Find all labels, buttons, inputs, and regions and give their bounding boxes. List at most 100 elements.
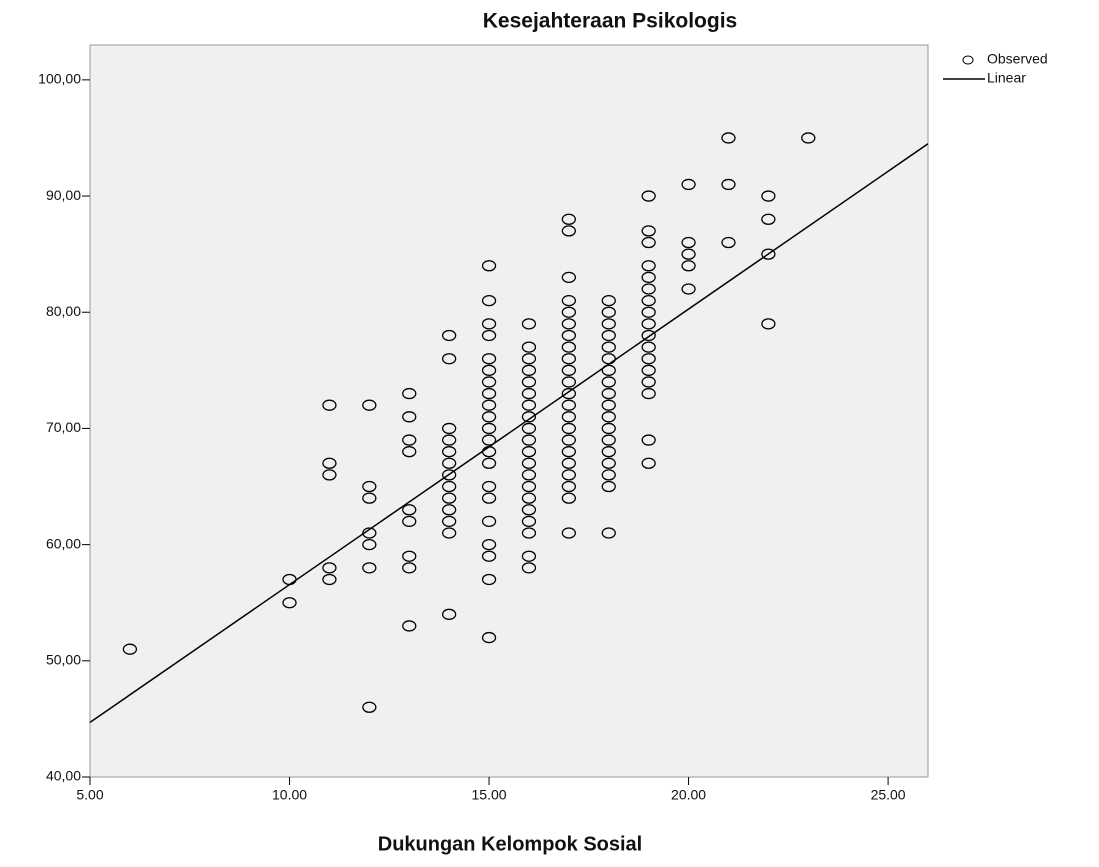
point — [402, 434, 417, 446]
point — [561, 527, 577, 539]
point — [441, 504, 457, 516]
point — [362, 538, 377, 551]
point — [441, 434, 457, 446]
point — [761, 318, 776, 330]
point — [521, 387, 537, 400]
point — [641, 457, 656, 469]
point — [641, 306, 656, 318]
point — [641, 271, 656, 284]
point — [322, 469, 337, 481]
point — [601, 457, 616, 469]
point — [441, 457, 457, 469]
point — [441, 527, 457, 539]
point — [601, 527, 616, 539]
point — [402, 387, 417, 400]
point — [362, 492, 377, 504]
point — [402, 515, 417, 528]
point — [601, 399, 616, 411]
point — [402, 504, 417, 516]
point — [441, 353, 457, 365]
point — [561, 294, 577, 307]
point — [641, 225, 656, 237]
point — [601, 422, 616, 435]
point — [601, 364, 616, 376]
point — [641, 376, 656, 388]
point — [761, 190, 776, 202]
point — [561, 318, 577, 330]
point — [521, 318, 537, 330]
point — [521, 376, 537, 388]
point — [561, 457, 577, 469]
point — [521, 492, 537, 504]
point — [521, 364, 537, 376]
y-tick-label: 70,00 — [46, 419, 81, 435]
y-tick-label: 90,00 — [46, 187, 81, 203]
legend-label: Linear — [987, 70, 1026, 86]
point — [521, 480, 537, 493]
point — [481, 411, 497, 423]
point — [561, 306, 577, 318]
point — [681, 260, 696, 272]
point — [441, 329, 457, 342]
point — [561, 364, 577, 376]
x-tick-label: 15.00 — [472, 787, 507, 803]
point — [481, 515, 497, 528]
point — [481, 492, 497, 504]
legend-marker — [962, 55, 974, 65]
point — [441, 480, 457, 493]
point — [681, 248, 696, 260]
point — [681, 283, 696, 295]
point — [561, 387, 577, 400]
point — [641, 294, 656, 307]
point — [362, 527, 377, 539]
point — [561, 353, 577, 365]
point — [561, 422, 577, 435]
point — [481, 422, 497, 435]
point — [641, 341, 656, 353]
point — [322, 573, 337, 586]
point — [561, 271, 577, 284]
point — [521, 550, 537, 562]
point — [641, 318, 656, 330]
point — [601, 306, 616, 318]
point — [641, 434, 656, 446]
y-tick-label: 80,00 — [46, 303, 81, 319]
point — [601, 318, 616, 330]
point — [641, 353, 656, 365]
x-tick-label: 20.00 — [671, 787, 706, 803]
point — [481, 434, 497, 446]
point — [481, 538, 497, 551]
point — [402, 411, 417, 423]
point — [481, 457, 497, 469]
point — [521, 446, 537, 458]
plot-area — [89, 44, 929, 778]
point — [481, 260, 497, 272]
point — [402, 550, 417, 562]
point — [521, 457, 537, 469]
point — [441, 446, 457, 458]
point — [681, 236, 696, 249]
point — [561, 399, 577, 411]
point — [801, 132, 816, 144]
point — [601, 376, 616, 388]
point — [561, 469, 577, 481]
point — [681, 178, 696, 191]
point — [641, 260, 656, 272]
point — [641, 364, 656, 376]
point — [561, 213, 577, 225]
point — [561, 446, 577, 458]
point — [441, 469, 457, 481]
x-tick-label: 5.00 — [76, 787, 103, 803]
y-tick-label: 100,00 — [38, 71, 81, 87]
point — [721, 178, 736, 191]
point — [521, 422, 537, 435]
point — [561, 341, 577, 353]
point — [521, 562, 537, 574]
point — [521, 399, 537, 411]
point — [721, 236, 736, 249]
point — [362, 480, 377, 493]
point — [402, 446, 417, 458]
point — [481, 376, 497, 388]
point — [481, 387, 497, 400]
